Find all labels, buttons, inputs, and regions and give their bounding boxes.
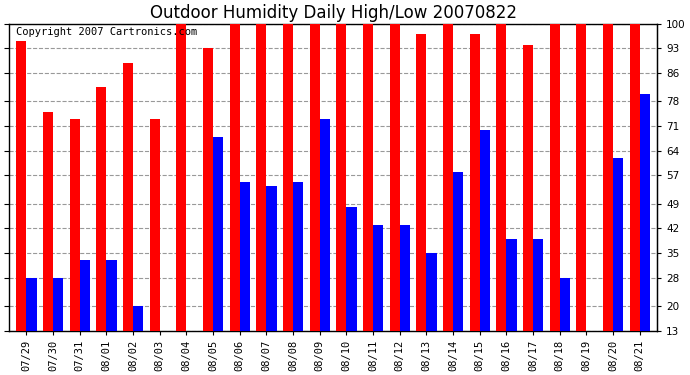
Bar: [480, 129, 490, 330]
Bar: [630, 24, 640, 330]
Bar: [523, 45, 533, 330]
Title: Outdoor Humidity Daily High/Low 20070822: Outdoor Humidity Daily High/Low 20070822: [150, 4, 517, 22]
Bar: [256, 24, 266, 330]
Bar: [176, 24, 186, 330]
Bar: [416, 34, 426, 330]
Bar: [96, 87, 106, 330]
Bar: [613, 158, 623, 330]
Bar: [506, 239, 517, 330]
Bar: [603, 24, 613, 330]
Bar: [53, 278, 63, 330]
Bar: [426, 253, 437, 330]
Bar: [373, 225, 383, 330]
Bar: [70, 119, 80, 330]
Bar: [443, 24, 453, 330]
Bar: [203, 48, 213, 330]
Bar: [400, 225, 410, 330]
Bar: [230, 24, 239, 330]
Bar: [133, 306, 144, 330]
Bar: [576, 24, 586, 330]
Bar: [496, 24, 506, 330]
Bar: [390, 24, 400, 330]
Bar: [80, 260, 90, 330]
Bar: [266, 186, 277, 330]
Bar: [213, 136, 223, 330]
Bar: [293, 182, 303, 330]
Bar: [533, 239, 543, 330]
Bar: [363, 24, 373, 330]
Bar: [640, 94, 650, 330]
Bar: [150, 119, 159, 330]
Bar: [43, 112, 53, 330]
Bar: [550, 24, 560, 330]
Bar: [560, 278, 570, 330]
Bar: [470, 34, 480, 330]
Bar: [336, 24, 346, 330]
Text: Copyright 2007 Cartronics.com: Copyright 2007 Cartronics.com: [15, 27, 197, 37]
Bar: [106, 260, 117, 330]
Bar: [239, 182, 250, 330]
Bar: [319, 119, 330, 330]
Bar: [26, 278, 37, 330]
Bar: [453, 172, 463, 330]
Bar: [283, 24, 293, 330]
Bar: [123, 63, 133, 330]
Bar: [310, 24, 319, 330]
Bar: [17, 41, 26, 330]
Bar: [346, 207, 357, 330]
